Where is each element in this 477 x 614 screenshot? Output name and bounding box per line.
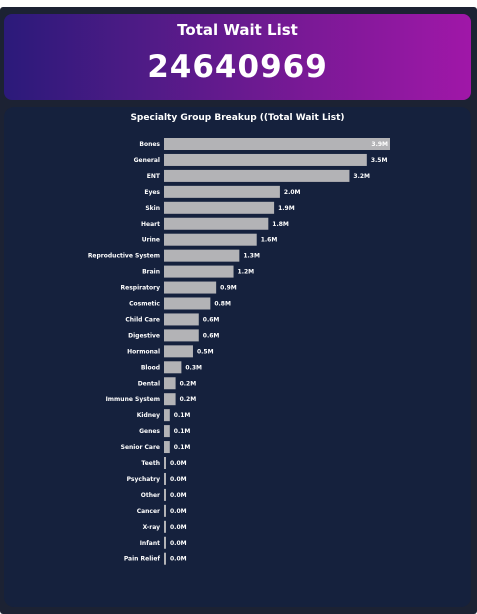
chart-title: Specialty Group Breakup ((Total Wait Lis… <box>130 113 345 123</box>
bar[interactable] <box>164 504 166 517</box>
bar[interactable] <box>164 153 367 166</box>
bar[interactable] <box>164 361 182 374</box>
category-label: Infant <box>140 540 160 547</box>
specialty-chart-card[interactable]: Specialty Group Breakup ((Total Wait Lis… <box>4 107 471 607</box>
category-label: Other <box>141 492 160 499</box>
category-label: Heart <box>141 221 160 228</box>
value-label: 0.2M <box>180 396 197 403</box>
value-label: 0.0M <box>170 508 187 515</box>
bar[interactable] <box>164 377 176 390</box>
category-label: Reproductive System <box>88 253 160 260</box>
value-label: 0.1M <box>174 412 191 419</box>
value-label: 1.8M <box>272 221 289 228</box>
kpi-title: Total Wait List <box>177 21 298 39</box>
category-label: General <box>134 157 160 164</box>
value-label: 0.0M <box>170 524 187 531</box>
bar[interactable] <box>164 488 166 501</box>
bar[interactable] <box>164 472 166 485</box>
value-label: 0.6M <box>203 332 220 339</box>
value-label: 2.0M <box>284 189 301 196</box>
value-label: 1.3M <box>243 253 260 260</box>
category-label: Urine <box>142 237 160 244</box>
value-label: 0.0M <box>170 460 187 467</box>
bar-chart: Bones 3.9M General 3.5M ENT 3.2M Eyes 2.0M Skin 1… <box>88 138 390 565</box>
category-label: Psychatry <box>127 476 160 483</box>
category-label: Immune System <box>106 396 160 403</box>
category-label: Teeth <box>141 460 160 467</box>
bar[interactable] <box>164 265 234 278</box>
value-label: 1.9M <box>278 205 295 212</box>
value-label: 3.2M <box>353 173 370 180</box>
value-label: 0.2M <box>180 380 197 387</box>
bar[interactable] <box>164 217 269 230</box>
value-label: 3.5M <box>371 157 388 164</box>
value-label: 0.6M <box>203 316 220 323</box>
bar[interactable] <box>164 345 193 358</box>
value-label: 0.0M <box>170 492 187 499</box>
value-label: 0.1M <box>174 428 191 435</box>
value-label: 0.0M <box>170 476 187 483</box>
bar[interactable] <box>164 552 166 565</box>
bar[interactable] <box>164 329 199 342</box>
bar[interactable] <box>164 409 170 422</box>
value-label: 0.0M <box>170 556 187 563</box>
value-label: 0.1M <box>174 444 191 451</box>
bar[interactable] <box>164 185 280 198</box>
category-label: Senior Care <box>121 444 160 451</box>
category-label: Respiratory <box>121 285 161 292</box>
category-label: Hormonal <box>127 348 160 355</box>
value-label: 1.6M <box>261 237 278 244</box>
category-label: Skin <box>145 205 160 212</box>
bar[interactable] <box>164 441 170 454</box>
bar[interactable] <box>164 281 217 294</box>
category-label: Digestive <box>128 332 160 339</box>
value-label: 0.8M <box>214 301 231 308</box>
value-label: 3.9M <box>371 141 388 148</box>
category-label: Bones <box>139 141 160 148</box>
category-label: Blood <box>141 364 160 371</box>
bar[interactable] <box>164 520 166 533</box>
value-label: 0.0M <box>170 540 187 547</box>
bar[interactable] <box>164 536 166 549</box>
value-label: 0.5M <box>197 348 214 355</box>
category-label: X-ray <box>143 524 160 531</box>
bar[interactable] <box>164 233 257 246</box>
category-label: Kidney <box>137 412 160 419</box>
category-label: Pain Relief <box>124 556 161 563</box>
bar[interactable] <box>164 425 170 438</box>
bar[interactable] <box>164 138 390 150</box>
category-label: Child Care <box>125 316 160 323</box>
category-label: Dental <box>138 380 160 387</box>
category-label: ENT <box>147 173 161 180</box>
bar[interactable] <box>164 457 166 469</box>
value-label: 0.9M <box>220 285 237 292</box>
total-wait-list-card[interactable]: Total Wait List 24640969 <box>4 14 471 100</box>
value-label: 0.3M <box>185 364 202 371</box>
category-label: Cosmetic <box>129 301 160 308</box>
bar[interactable] <box>164 169 350 182</box>
category-label: Cancer <box>137 508 160 515</box>
bar[interactable] <box>164 249 240 262</box>
value-label: 1.2M <box>238 269 255 276</box>
category-label: Eyes <box>144 189 160 196</box>
bar[interactable] <box>164 393 176 406</box>
bar[interactable] <box>164 297 211 310</box>
category-label: Genes <box>139 428 160 435</box>
category-label: Brain <box>142 269 160 276</box>
kpi-value: 24640969 <box>147 49 328 85</box>
bar[interactable] <box>164 313 199 326</box>
bar[interactable] <box>164 201 275 214</box>
